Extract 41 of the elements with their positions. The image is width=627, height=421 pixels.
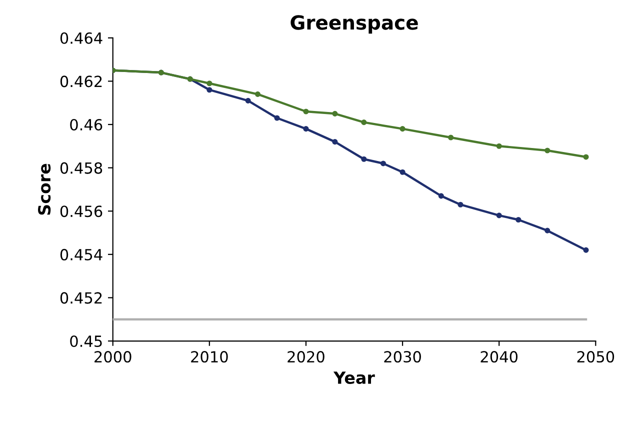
x-tick-label: 2000 [94,351,132,363]
y-tick-label: 0.452 [60,292,102,304]
point [361,156,367,162]
point [206,80,212,86]
point [361,120,367,126]
point [332,139,338,145]
point [303,108,309,114]
x-tick-label: 2020 [288,351,324,363]
point [206,87,212,93]
point [332,110,338,116]
point [274,115,280,121]
point [380,160,386,166]
point [254,91,260,97]
point [496,212,502,218]
y-tick-label: 0.458 [60,162,102,174]
x-axis-title: Year [333,372,375,384]
point [303,126,309,132]
y-tick-label: 0.46 [70,118,102,131]
y-tick-label: 0.456 [60,206,102,218]
x-tick-label: 2030 [384,351,421,363]
point [516,216,522,223]
point [400,169,406,175]
y-tick-label: 0.462 [60,76,102,88]
point [583,247,589,253]
point [245,98,251,104]
point [544,228,550,234]
y-tick-label: 0.454 [60,248,102,260]
y-tick-label: 0.45 [70,335,102,348]
point [448,134,454,140]
x-tick-label: 2010 [191,351,228,363]
y-tick-label: 0.464 [60,32,102,44]
point [438,193,444,199]
point [458,202,464,208]
point [400,126,406,132]
chart-title: Greenspace [290,15,418,34]
point [496,143,502,149]
x-tick-label: 2040 [480,351,518,363]
point [583,154,589,160]
y-axis-title: Score [38,164,51,215]
x-tick-label: 2050 [577,351,614,363]
point [544,148,550,154]
